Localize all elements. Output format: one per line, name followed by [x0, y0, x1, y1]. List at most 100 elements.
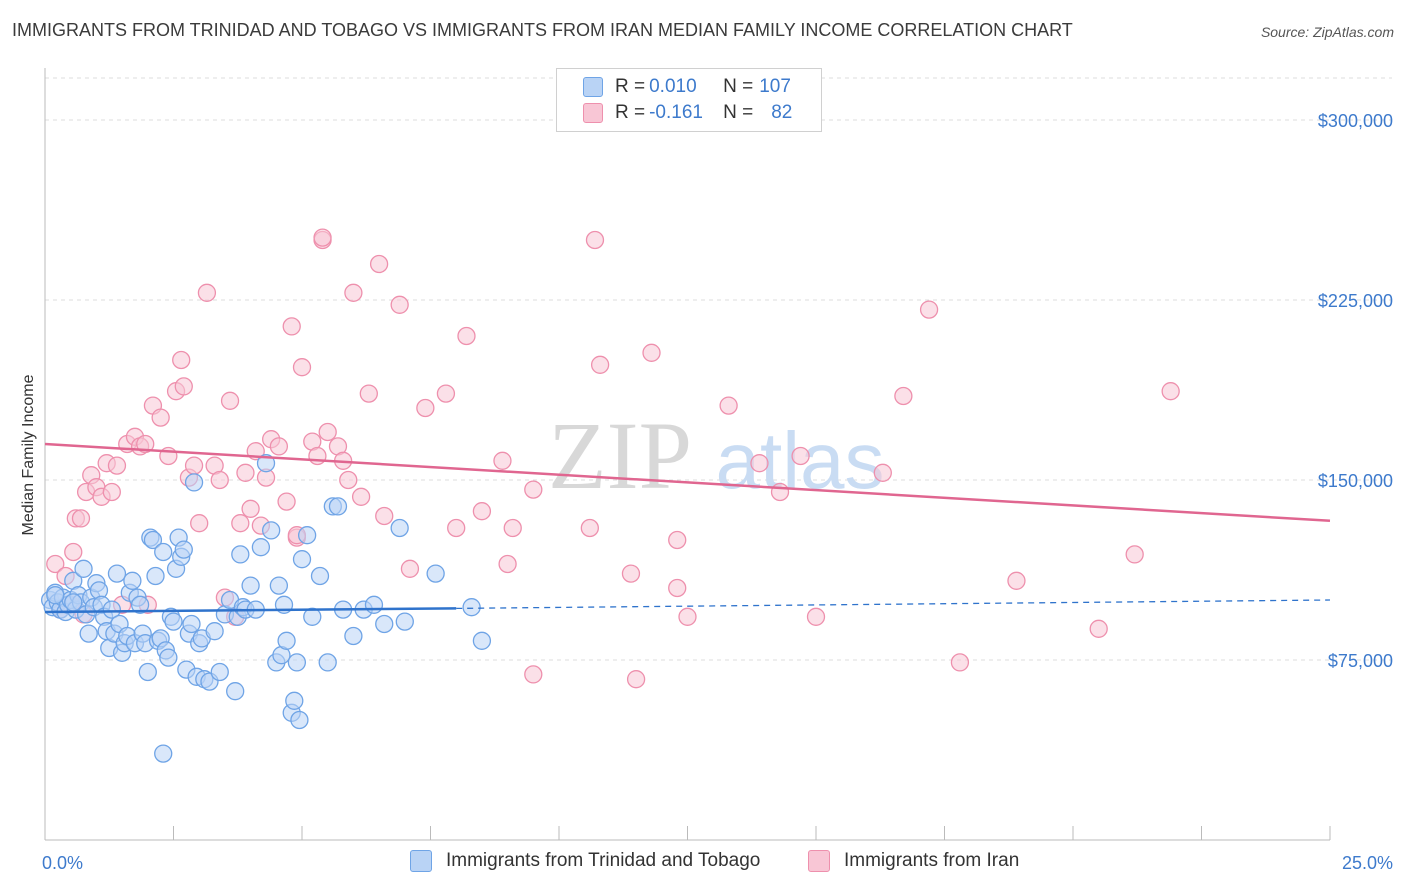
data-point — [375, 506, 394, 526]
data-point — [138, 662, 157, 682]
legend-item-trinidad[interactable]: Immigrants from Trinidad and Tobago — [410, 850, 760, 872]
data-point — [64, 542, 83, 562]
series-legend: Immigrants from Trinidad and Tobago Immi… — [0, 850, 1406, 878]
y-tick-label: $225,000 — [1318, 291, 1393, 311]
data-point — [339, 470, 358, 490]
legend-r-value: -0.161 — [649, 102, 703, 123]
data-point — [64, 593, 83, 612]
data-point — [590, 355, 610, 374]
legend-swatch-blue — [410, 850, 432, 872]
data-point — [791, 446, 810, 466]
data-point — [241, 576, 260, 595]
data-point — [79, 624, 98, 643]
data-point — [184, 473, 204, 492]
legend-n-label: N = — [723, 76, 754, 97]
legend-r-label: R = — [615, 76, 646, 97]
data-point — [400, 559, 420, 578]
data-point — [369, 254, 389, 274]
data-point — [136, 434, 155, 454]
data-point — [359, 384, 378, 403]
legend-row-iran: R = -0.161 N = 82 — [583, 100, 792, 126]
data-point — [251, 538, 271, 557]
x-tick-label-max: 25.0% — [1342, 853, 1393, 873]
data-point — [210, 470, 229, 490]
data-point — [102, 482, 121, 502]
legend-swatch-blue — [583, 77, 603, 97]
data-point — [770, 482, 790, 502]
data-point — [164, 612, 183, 631]
data-point — [303, 607, 322, 626]
data-point — [74, 559, 93, 578]
trend-lines — [44, 442, 1331, 614]
data-point — [241, 499, 260, 518]
data-point — [503, 518, 522, 538]
data-point — [344, 626, 363, 646]
data-point — [231, 514, 250, 533]
data-point — [277, 492, 296, 511]
x-tick-label-min: 0.0% — [42, 853, 83, 873]
data-point — [626, 670, 646, 689]
data-point — [364, 595, 384, 614]
data-point — [390, 295, 409, 314]
data-point — [308, 446, 327, 466]
legend-item-iran[interactable]: Immigrants from Iran — [808, 850, 1019, 872]
data-point — [524, 480, 543, 499]
data-point — [950, 653, 970, 672]
legend-label-trinidad: Immigrants from Trinidad and Tobago — [446, 850, 761, 871]
data-point — [1007, 571, 1026, 590]
data-point — [172, 350, 191, 370]
axes — [44, 68, 1331, 841]
data-point — [182, 614, 201, 634]
legend-row-trinidad: R = 0.010 N = 107 — [583, 74, 791, 100]
data-point — [287, 653, 307, 672]
data-point — [130, 595, 150, 614]
y-tick-label: $75,000 — [1328, 651, 1393, 671]
data-point — [436, 384, 456, 403]
data-point — [919, 300, 939, 319]
legend-n-value: 82 — [771, 102, 793, 123]
data-point — [71, 509, 91, 528]
data-point — [292, 358, 312, 377]
data-point — [375, 614, 394, 634]
legend-n-value: 107 — [759, 76, 791, 97]
y-axis-label: Median Family Income — [20, 374, 37, 535]
data-point — [668, 530, 687, 550]
data-point — [143, 530, 163, 550]
data-point — [107, 564, 127, 583]
source-label: Source: ZipAtlas.com — [1260, 24, 1394, 40]
chart-title: IMMIGRANTS FROM TRINIDAD AND TOBAGO VS I… — [12, 20, 1073, 40]
data-point — [210, 662, 229, 682]
data-point — [1125, 545, 1144, 564]
data-point — [806, 607, 826, 626]
watermark-zip: ZIP — [548, 402, 692, 509]
data-point — [313, 228, 332, 247]
data-point — [174, 540, 193, 559]
legend-n-label: N = — [723, 102, 754, 123]
data-point — [151, 408, 170, 427]
data-point — [285, 691, 304, 710]
data-point — [472, 631, 492, 650]
data-point — [262, 521, 281, 540]
data-point — [292, 550, 312, 569]
data-point — [750, 454, 769, 473]
data-point — [328, 497, 348, 516]
data-point — [621, 564, 641, 583]
data-point — [318, 653, 337, 672]
tick-labels: $75,000 $150,000 $225,000 $300,000 0.0% 25.0% — [42, 111, 1393, 873]
data-point — [269, 437, 289, 456]
trend-line-trinidad-extrapolated — [456, 599, 1331, 610]
data-point — [123, 571, 142, 590]
data-point — [678, 607, 697, 626]
data-point — [46, 586, 65, 605]
data-point — [426, 564, 445, 583]
legend-r-value: 0.010 — [649, 76, 697, 97]
data-point — [416, 398, 435, 418]
data-point — [154, 744, 173, 763]
data-point — [190, 514, 209, 533]
series-trinidad-points — [40, 454, 492, 763]
data-point — [668, 578, 687, 598]
data-point — [277, 631, 296, 650]
data-point — [174, 377, 193, 396]
data-point — [462, 598, 481, 617]
data-point — [344, 283, 363, 302]
